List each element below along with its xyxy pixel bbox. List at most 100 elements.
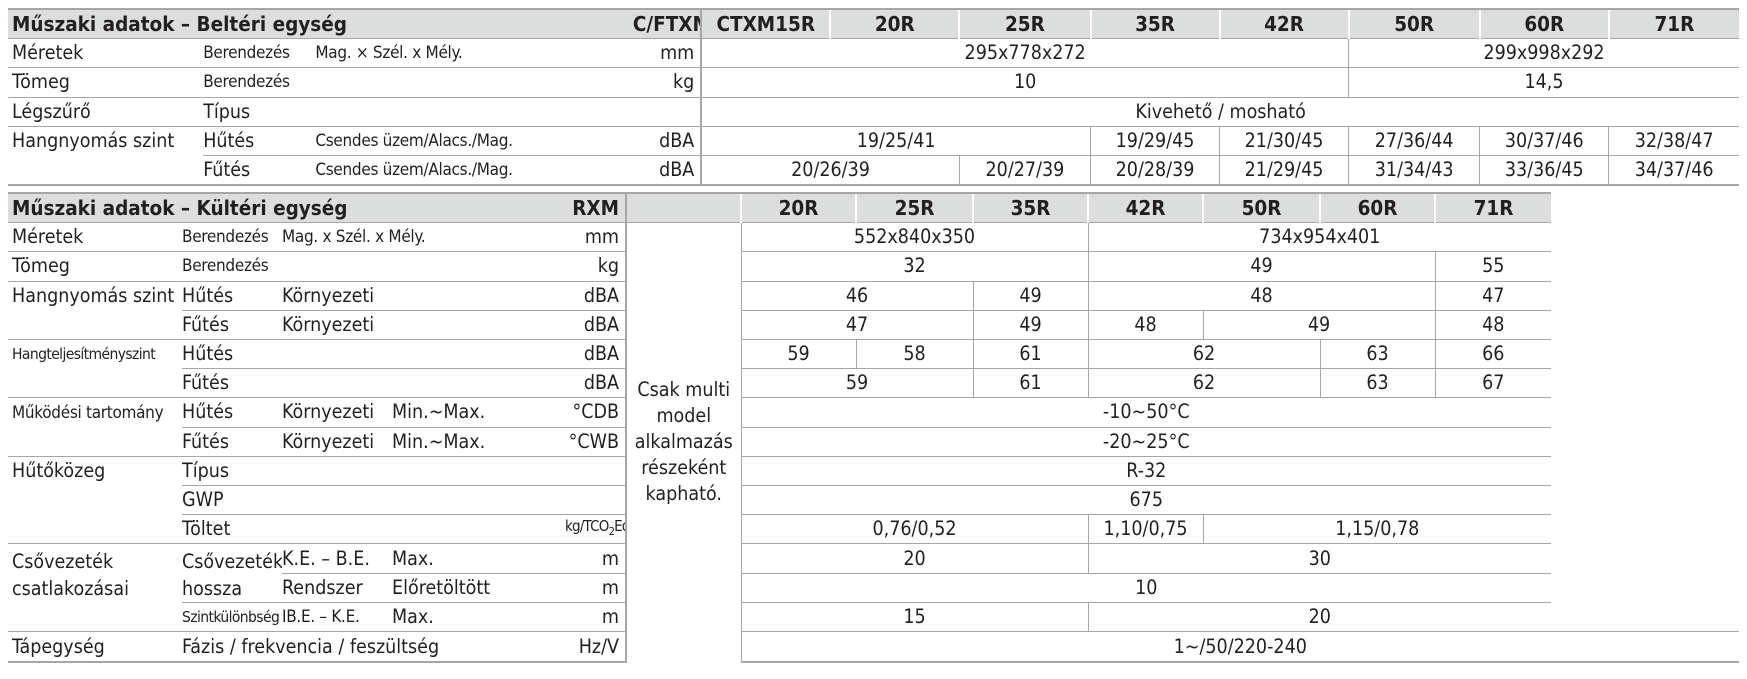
value-cell: 63 <box>1319 368 1436 398</box>
row-desc: Mag. × Szél. x Mély. <box>315 38 633 68</box>
value-cell: 47 <box>1434 280 1552 311</box>
indoor-filter-row: Légszűrő Típus Kivehető / mosható <box>8 96 1739 127</box>
row-desc: Rendszer <box>282 572 392 603</box>
row-sub: GWP <box>182 484 566 515</box>
model-header: 25R <box>855 192 974 223</box>
row-label: Méretek <box>8 38 204 68</box>
value-cell: R-32 <box>741 455 1552 486</box>
outdoor-refrigerant-type-row: Hűtőközeg Típus R-32 <box>8 455 1739 486</box>
value-cell: 59 <box>741 368 974 398</box>
value-cell: 34/37/46 <box>1608 154 1739 187</box>
indoor-sound-cooling-row: Hangnyomás szint Hűtés Csendes üzem/Alac… <box>8 125 1739 156</box>
value-cell: 15 <box>741 602 1089 632</box>
row-desc: Fázis / frekvencia / feszültség <box>182 631 566 663</box>
value-cell: 0,76/0,52 <box>741 514 1089 544</box>
value-cell: 59 <box>741 338 857 369</box>
value-cell: 299x998x292 <box>1348 38 1739 68</box>
outdoor-sound-heating-row: Fűtés Környezeti dBA 47 49 48 49 48 <box>8 309 1739 340</box>
row-unit: kg <box>565 251 628 282</box>
mode-label: Hűtés <box>182 397 282 427</box>
row-desc: Csendes üzem/Alacs./Mag. <box>315 154 633 187</box>
value-cell: 30/37/46 <box>1479 125 1609 156</box>
row-range: Min.~Max. <box>392 426 566 457</box>
row-unit <box>565 455 628 486</box>
value-cell: 31/34/43 <box>1348 154 1480 187</box>
multi-model-note: Csak multi model alkalmazás részeként ka… <box>626 222 742 662</box>
row-unit: dBA <box>565 280 628 311</box>
row-unit: dBA <box>632 125 703 156</box>
value-cell: 62 <box>1087 338 1321 369</box>
row-label <box>8 310 182 339</box>
row-unit: kg <box>632 67 703 98</box>
row-label: Csővezeték csatlakozásai <box>8 543 182 632</box>
row-range: Min.~Max. <box>392 397 566 427</box>
mode-label: Fűtés <box>203 154 316 187</box>
value-cell: 552x840x350 <box>741 222 1089 252</box>
model-header: 35R <box>972 192 1089 223</box>
value-cell: 20 <box>741 543 1089 574</box>
outdoor-weight-row: Tömeg Berendezés kg 32 49 55 <box>8 251 1739 282</box>
outdoor-model-series: RXM <box>565 192 628 223</box>
mode-label: Hűtés <box>203 125 316 156</box>
mode-label: Hűtés <box>182 280 282 311</box>
value-cell: 49 <box>972 309 1089 340</box>
value-cell: 14,5 <box>1348 67 1739 98</box>
value-cell: -10~50°C <box>741 397 1552 427</box>
value-cell: -20~25°C <box>741 426 1552 457</box>
outdoor-piping-system-row: Rendszer Előretöltött m 10 <box>8 572 1739 603</box>
row-label: Hangnyomás szint <box>8 125 204 156</box>
row-unit: m <box>565 602 628 632</box>
row-unit: mm <box>565 222 628 252</box>
value-cell: 20/27/39 <box>958 154 1091 187</box>
row-sub: Berendezés <box>182 251 566 282</box>
row-unit: °CWB <box>565 426 628 457</box>
row-sub: Szintkülönbség <box>182 602 282 632</box>
row-label: Légszűrő <box>8 96 204 127</box>
mode-label: Hűtés <box>182 338 282 369</box>
row-range: Max. <box>392 602 566 632</box>
value-cell: 20 <box>1087 602 1552 632</box>
row-unit <box>632 96 703 127</box>
row-desc <box>282 338 566 369</box>
model-header: 35R <box>1089 8 1220 39</box>
row-desc: Mag. x Szél. x Mély. <box>282 222 566 252</box>
row-unit: °CDB <box>565 397 628 427</box>
row-sub: Töltet <box>182 514 566 544</box>
outdoor-dimensions-row: Méretek Berendezés Mag. x Szél. x Mély. … <box>8 222 1739 662</box>
model-header: 71R <box>1607 8 1739 39</box>
row-unit <box>565 484 628 515</box>
row-desc: Csendes üzem/Alacs./Mag. <box>315 125 633 156</box>
value-cell: 46 <box>741 280 974 311</box>
outdoor-header-row: Műszaki adatok – Kültéri egység RXM 20R … <box>8 192 1739 223</box>
value-cell: 734x954x401 <box>1087 222 1552 252</box>
indoor-dimensions-row: Méretek Berendezés Mag. × Szél. x Mély. … <box>8 38 1739 68</box>
value-cell: 19/29/45 <box>1090 125 1220 156</box>
indoor-header-row: Műszaki adatok – Beltéri egység C/FTXM C… <box>8 8 1739 39</box>
row-range: Előretöltött <box>392 572 566 603</box>
outdoor-soundpower-cooling-row: Hangteljesítményszint Hűtés dBA 59 58 61… <box>8 338 1739 369</box>
value-cell: 49 <box>972 280 1089 311</box>
mode-label: Fűtés <box>182 368 282 398</box>
row-unit: dBA <box>632 154 703 187</box>
value-cell: 27/36/44 <box>1348 125 1480 156</box>
row-unit: dBA <box>565 368 628 398</box>
row-label <box>8 369 182 398</box>
model-header: 60R <box>1478 8 1609 39</box>
value-cell: 33/36/45 <box>1479 154 1609 187</box>
row-label <box>8 155 204 187</box>
row-label <box>8 427 182 456</box>
outdoor-spec-table: Műszaki adatok – Kültéri egység RXM 20R … <box>8 192 1739 663</box>
outdoor-sound-cooling-row: Hangnyomás szint Hűtés Környezeti dBA 46… <box>8 280 1739 311</box>
row-sub: Berendezés <box>203 67 633 98</box>
outdoor-range-heating-row: Fűtés Környezeti Min.~Max. °CWB -20~25°C <box>8 426 1739 457</box>
value-cell: 49 <box>1202 309 1436 340</box>
value-cell: 48 <box>1434 309 1552 340</box>
row-desc <box>282 368 566 398</box>
row-label: Méretek <box>8 222 182 252</box>
value-cell: 21/30/45 <box>1219 125 1349 156</box>
row-unit: dBA <box>565 338 628 369</box>
model-header: 25R <box>958 8 1091 39</box>
value-cell: 62 <box>1087 368 1321 398</box>
outdoor-power-row: Tápegység Fázis / frekvencia / feszültsé… <box>8 631 1739 663</box>
